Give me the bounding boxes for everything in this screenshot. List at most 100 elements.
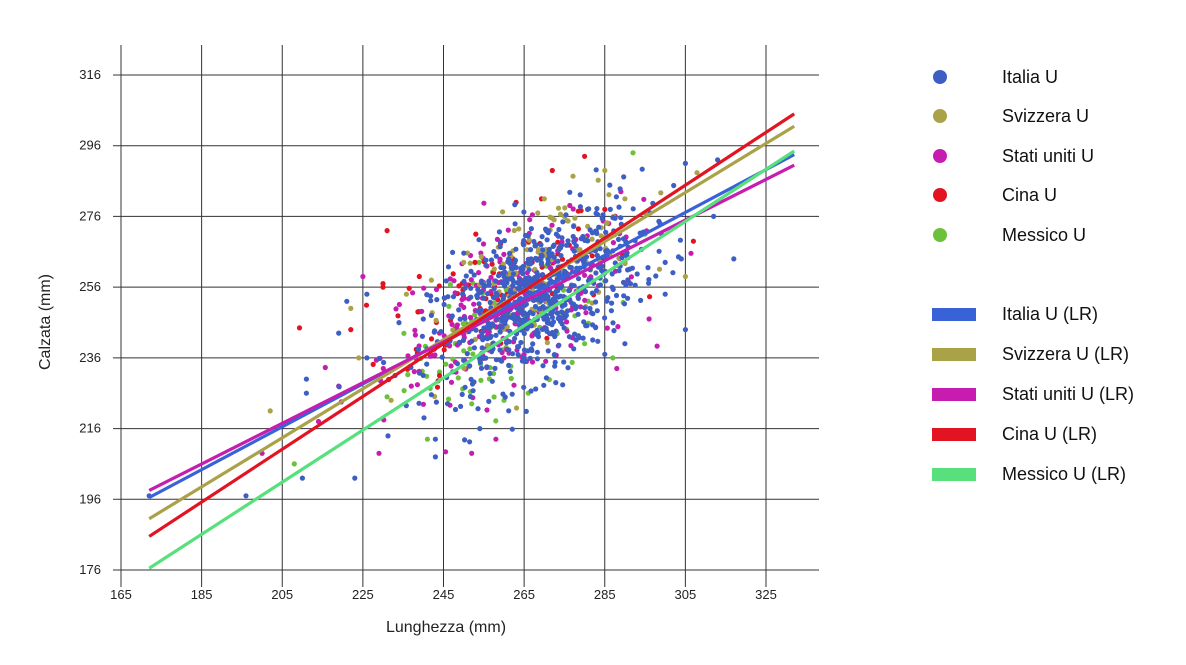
legend-label: Svizzera U <box>1002 106 1089 126</box>
italia-u-point <box>625 277 631 283</box>
italia-u-point <box>548 301 554 307</box>
italia-u-point <box>450 294 457 300</box>
cina-u-point <box>436 283 442 289</box>
cina-u-point <box>363 302 370 308</box>
messico-u-point <box>291 461 297 467</box>
italia-u-point <box>581 319 587 325</box>
stati-uniti-u-point <box>468 277 474 283</box>
messico-u-point <box>470 351 476 357</box>
stati-uniti-u-point <box>583 310 589 316</box>
x-tick-label: 285 <box>594 587 616 602</box>
italia-u-point <box>554 310 560 316</box>
italia-u-point <box>528 346 534 352</box>
italia-u-point <box>522 232 529 239</box>
italia-u-point <box>560 219 566 225</box>
stati-uniti-u-point <box>405 353 411 359</box>
italia-u-point <box>483 262 489 268</box>
legend-line-swatch <box>932 428 976 441</box>
messico-u-point <box>443 361 449 367</box>
regression-lines <box>148 112 796 570</box>
italia-u-point <box>513 246 519 252</box>
x-tick-labels: 165 185 205 225 245 265 285 305 325 <box>110 587 777 602</box>
messico-u-point <box>401 388 407 394</box>
stati-uniti-u-point <box>646 316 652 322</box>
italia-u-point <box>596 224 602 230</box>
legend-marker <box>933 109 947 123</box>
svizzera-u-point <box>555 205 562 211</box>
italia-u-point <box>477 359 483 365</box>
italia-u-point <box>473 327 479 333</box>
svizzera-u-point <box>549 215 555 221</box>
italia-u-point <box>510 271 517 277</box>
cina-u-point <box>384 228 390 234</box>
messico-u-point <box>455 375 461 381</box>
italia-u-point <box>682 160 689 166</box>
italia-u-point <box>593 167 599 173</box>
italia-u-point <box>558 253 564 259</box>
italia-u-point <box>715 157 721 163</box>
messico-u-lr-line <box>148 149 796 570</box>
italia-u-point <box>432 454 438 460</box>
italia-u-point <box>507 250 513 256</box>
italia-u-point <box>385 433 391 439</box>
italia-u-point <box>502 278 508 284</box>
italia-u-point <box>344 298 350 304</box>
stati-uniti-u-point <box>449 321 455 327</box>
italia-u-point <box>459 391 465 397</box>
stati-uniti-u-point <box>360 273 366 280</box>
stati-uniti-u-point <box>604 325 610 331</box>
cina-u-point <box>348 327 354 333</box>
stati-uniti-u-point <box>380 365 386 372</box>
messico-u-point <box>467 346 473 352</box>
cina-u-point <box>296 325 303 331</box>
stati-uniti-u-point <box>543 358 549 364</box>
italia-u-point <box>616 204 622 210</box>
italia-u-point <box>483 257 489 263</box>
stati-uniti-u-point <box>419 308 425 314</box>
legend: Italia U Svizzera U Stati uniti U Cina U Mes… <box>932 67 1134 484</box>
italia-u-point <box>461 278 467 284</box>
italia-u-point <box>523 408 529 414</box>
italia-u-point <box>478 365 485 371</box>
svizzera-u-point <box>535 210 541 216</box>
svizzera-u-point <box>428 277 434 283</box>
italia-u-point <box>376 355 382 362</box>
italia-u-point <box>566 334 573 340</box>
italia-u-point <box>521 347 528 353</box>
italia-u-point <box>506 256 512 262</box>
svizzera-u-point <box>557 211 564 217</box>
italia-u-point <box>432 436 438 442</box>
svizzera-u-point <box>500 209 506 215</box>
italia-u-point <box>479 330 485 336</box>
svizzera-u-point <box>562 205 568 211</box>
italia-u-point <box>534 257 540 263</box>
cina-u-point <box>555 239 561 245</box>
italia-u-point <box>438 329 444 335</box>
messico-u-point <box>384 394 390 400</box>
italia-u-point <box>512 259 518 266</box>
svizzera-u-point <box>478 254 484 260</box>
x-tick-label: 305 <box>675 587 697 602</box>
italia-u-point <box>433 399 439 405</box>
legend-line-swatch <box>932 308 976 321</box>
italia-u-point <box>489 321 495 327</box>
italia-u-point <box>528 226 535 232</box>
italia-u-point <box>468 294 474 300</box>
italia-u-point <box>630 206 636 212</box>
svizzera-u-point <box>589 236 595 242</box>
italia-u-point <box>558 245 564 251</box>
italia-u-point <box>615 236 622 242</box>
italia-u-point <box>364 355 370 361</box>
stati-uniti-u-point <box>501 251 507 257</box>
italia-u-point <box>587 305 593 312</box>
legend-line-label: Messico U (LR) <box>1002 464 1126 484</box>
y-tick-label: 236 <box>79 350 101 365</box>
stati-uniti-u-point <box>527 217 533 223</box>
italia-u-point <box>468 285 474 291</box>
messico-u-point <box>447 282 453 288</box>
legend-line-label: Svizzera U (LR) <box>1002 344 1129 364</box>
stati-uniti-u-point <box>628 274 635 280</box>
italia-u-point <box>499 318 505 324</box>
italia-u-point <box>493 278 499 284</box>
italia-u-point <box>575 295 582 301</box>
